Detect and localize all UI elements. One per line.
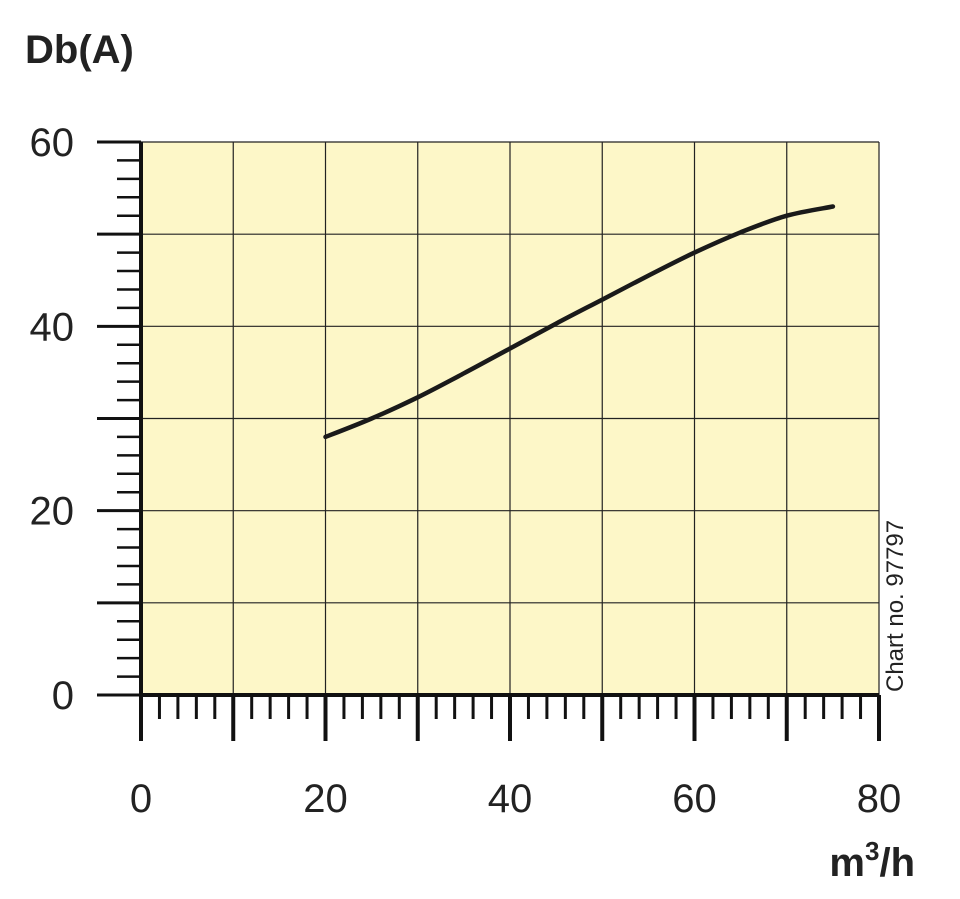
- y-tick-label: 40: [30, 305, 75, 349]
- plot-layer: 0 20 40 60 0 20 40 60 80: [30, 121, 902, 821]
- y-axis-title: Db(A): [25, 28, 134, 72]
- y-tick-label: 60: [30, 121, 75, 165]
- series-line: [323, 204, 836, 440]
- x-tick-label: 0: [130, 777, 152, 821]
- y-tick-label: 0: [52, 674, 74, 718]
- x-axis-title-sup: 3: [865, 836, 879, 866]
- x-tick-label: 80: [857, 777, 902, 821]
- x-axis-title-tail: /h: [879, 841, 915, 885]
- y-tick-label: 20: [30, 490, 75, 534]
- x-tick-label: 20: [303, 777, 348, 821]
- x-tick-label: 60: [672, 777, 717, 821]
- chart-number-note: Chart no. 97797: [882, 520, 909, 692]
- x-axis-title: m3/h: [829, 836, 915, 885]
- x-tick-label: 40: [488, 777, 533, 821]
- x-axis-title-base: m: [829, 841, 865, 885]
